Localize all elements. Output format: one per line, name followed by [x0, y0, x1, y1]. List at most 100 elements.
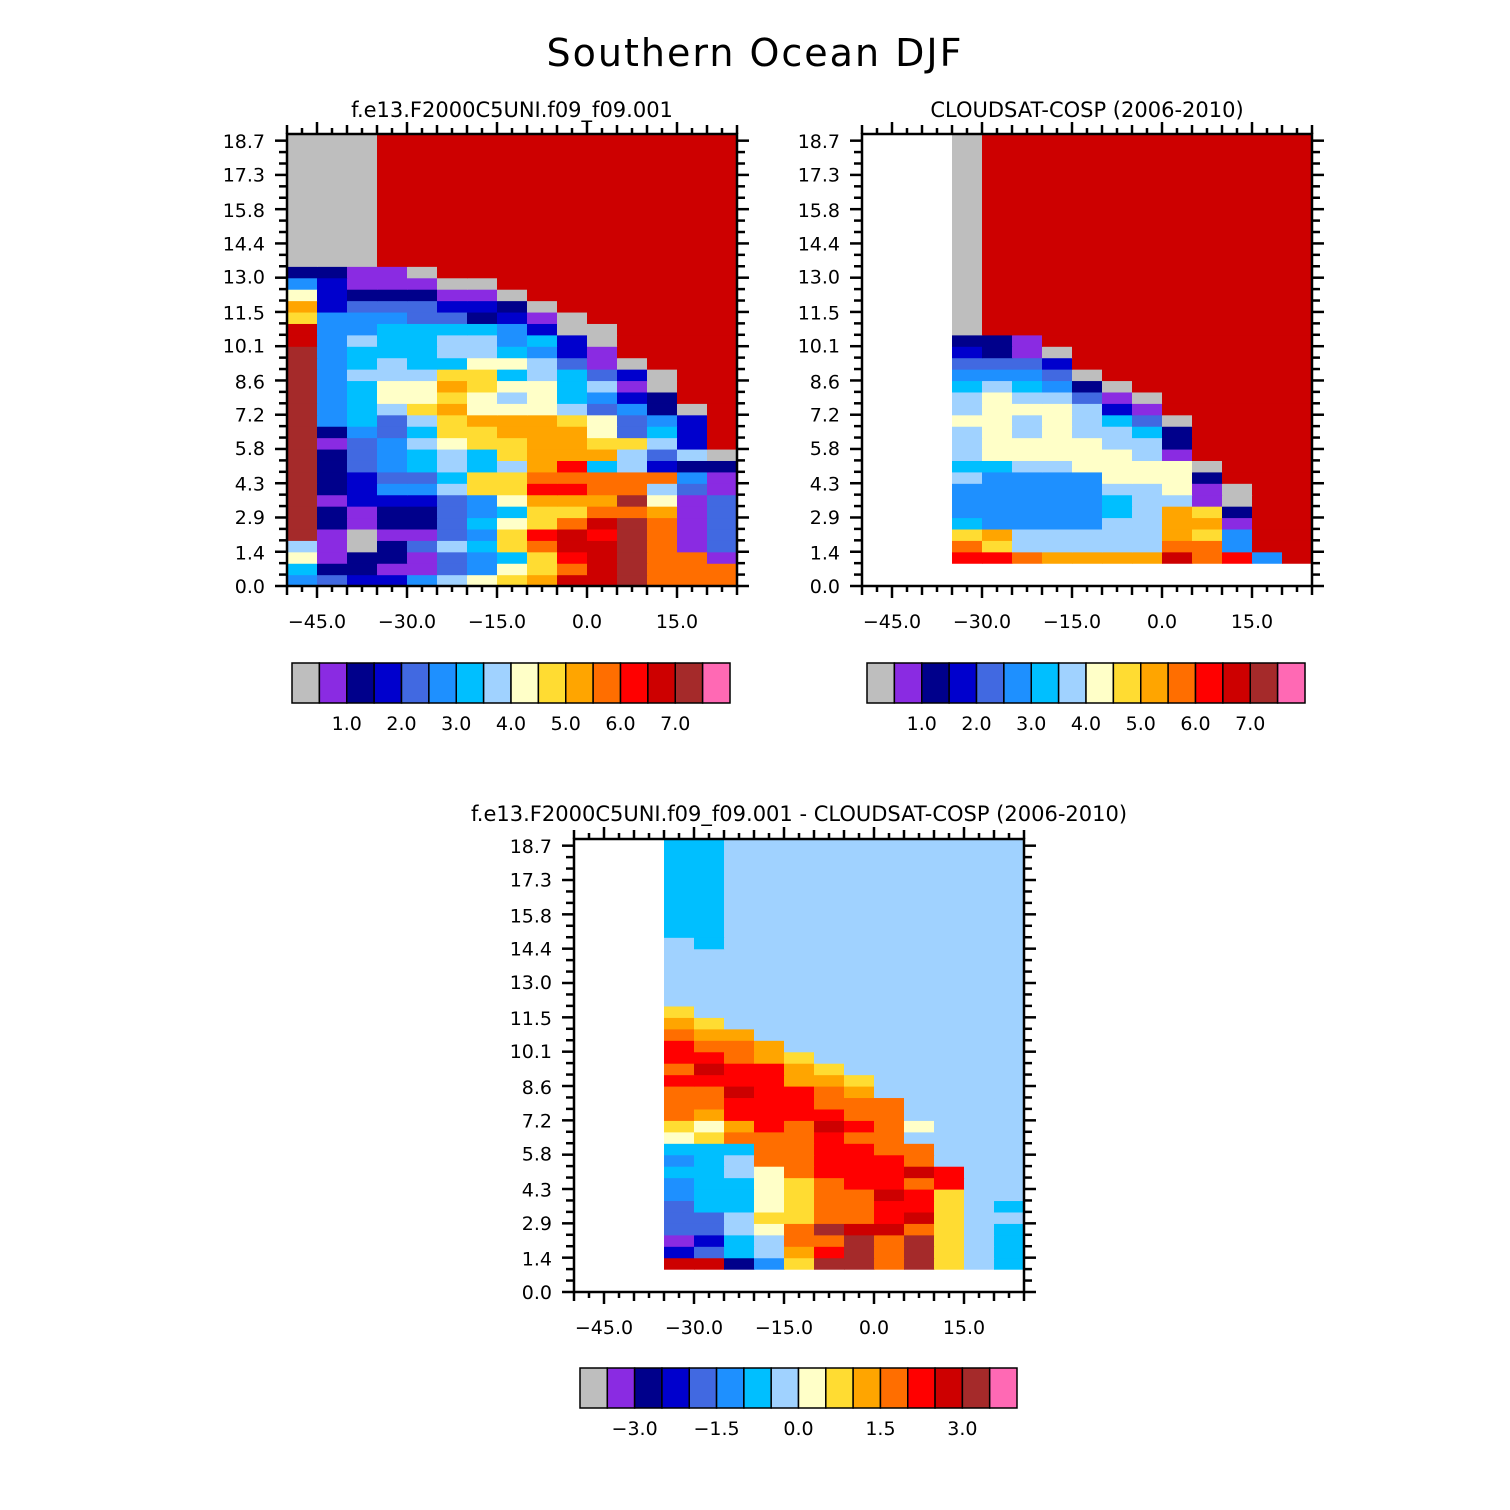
heatmap-cell: [377, 517, 408, 530]
heatmap-cell: [287, 346, 318, 359]
heatmap-cell: [724, 1086, 755, 1099]
heatmap-cell: [934, 1257, 965, 1270]
x-tick-label: −15.0: [755, 1317, 813, 1339]
heatmap-cell: [664, 1189, 695, 1202]
heatmap-cell: [407, 506, 438, 519]
heatmap-cell: [527, 448, 558, 461]
heatmap-cell: [527, 380, 558, 393]
y-axis: 0.0 1.4 2.9 4.3 5.8 7.2 8.6 10.1 11.5 13.0 14.4 15.…: [223, 131, 749, 598]
heatmap-cell: [694, 1189, 725, 1202]
heatmap-cell: [1162, 426, 1193, 439]
heatmap-cell: [407, 574, 438, 587]
colorbar-label: 4.0: [496, 713, 526, 735]
heatmap-cell: [557, 369, 588, 382]
heatmap-cell: [347, 134, 378, 267]
heatmap-cell: [1222, 471, 1253, 484]
heatmap-cell: [437, 380, 468, 393]
colorbar: 1.0 2.0 3.0 4.0 5.0 6.0 7.0: [291, 662, 731, 735]
heatmap-cell: [557, 574, 588, 587]
heatmap-cell: [377, 380, 408, 393]
heatmap-cell: [647, 528, 678, 541]
heatmap-cell: [1042, 517, 1073, 530]
heatmap-cell: [287, 494, 318, 507]
heatmap-cell: [694, 1005, 725, 1018]
heatmap-cell: [407, 563, 438, 576]
x-tick-label: 0.0: [1147, 611, 1177, 633]
heatmap-cell: [1072, 506, 1103, 519]
heatmap-cell: [952, 380, 983, 393]
heatmap-cell: [587, 323, 618, 336]
y-tick-label: 0.0: [235, 576, 265, 598]
heatmap-cell: [527, 266, 558, 279]
heatmap-cell: [1042, 403, 1073, 416]
heatmap-cell: [814, 839, 845, 938]
heatmap-cell: [814, 1211, 845, 1224]
heatmap-cell: [347, 574, 378, 587]
heatmap-cell: [1252, 437, 1283, 450]
heatmap-cell: [377, 414, 408, 427]
heatmap-cell: [287, 448, 318, 461]
x-tick-label: −30.0: [665, 1317, 723, 1339]
heatmap-cell: [724, 1189, 755, 1202]
panel-observation: CLOUDSAT-COSP (2006-2010) −45.0 −30.0 −15.…: [798, 98, 1324, 735]
heatmap-cell: [557, 134, 588, 267]
heatmap-cell: [437, 494, 468, 507]
heatmap-cell: [527, 311, 558, 324]
heatmap-cell: [754, 1108, 785, 1121]
heatmap-cell: [497, 517, 528, 530]
heatmap-cell: [287, 277, 318, 290]
heatmap-cell: [844, 1177, 875, 1190]
heatmap-cell: [707, 357, 738, 370]
heatmap-cell: [994, 1189, 1025, 1202]
heatmap-cell: [1192, 346, 1223, 359]
heatmap-cell: [724, 1257, 755, 1270]
heatmap-cell: [497, 483, 528, 496]
heatmap-cell: [784, 1189, 815, 1202]
heatmap-cell: [287, 506, 318, 519]
heatmap-cell: [527, 540, 558, 553]
heatmap-cell: [1222, 551, 1253, 564]
heatmap-cell: [964, 1074, 995, 1087]
heatmap-cell: [904, 1097, 935, 1110]
heatmap-cell: [1072, 540, 1103, 553]
heatmap-cell: [694, 839, 725, 938]
heatmap-cell: [587, 414, 618, 427]
heatmap-cell: [1072, 134, 1103, 336]
heatmap-cell: [814, 937, 845, 950]
heatmap-cell: [724, 1143, 755, 1156]
heatmap-cell: [952, 551, 983, 564]
heatmap-cell: [587, 506, 618, 519]
y-tick-label: 7.2: [522, 1110, 552, 1132]
heatmap-cell: [844, 1051, 875, 1064]
heatmap-cell: [844, 1223, 875, 1236]
heatmap-cell: [377, 277, 408, 290]
heatmap-cell: [844, 1063, 875, 1076]
heatmap-cell: [497, 289, 528, 302]
heatmap-cell: [982, 494, 1013, 507]
heatmap-cell: [724, 1211, 755, 1224]
heatmap-cell: [784, 1200, 815, 1213]
heatmap-cell: [814, 1051, 845, 1064]
heatmap-cell: [527, 346, 558, 359]
heatmap-cell: [964, 1040, 995, 1053]
heatmap-cell: [844, 937, 875, 950]
heatmap-cells: [952, 134, 1313, 564]
heatmap-cell: [557, 311, 588, 324]
heatmap-cell: [874, 1166, 905, 1179]
heatmap-cell: [437, 334, 468, 347]
heatmap-cell: [1042, 528, 1073, 541]
heatmap-cell: [724, 1166, 755, 1179]
heatmap-cell: [1282, 551, 1313, 564]
heatmap-cell: [754, 1177, 785, 1190]
heatmap-cell: [317, 277, 348, 290]
heatmap-cell: [677, 483, 708, 496]
colorbar-box: [455, 662, 485, 704]
heatmap-cell: [844, 1086, 875, 1099]
heatmap-cells: [664, 839, 1025, 1270]
heatmap-cell: [317, 323, 348, 336]
heatmap-cell: [617, 483, 648, 496]
heatmap-cell: [952, 414, 983, 427]
heatmap-cell: [1222, 494, 1253, 507]
heatmap-cell: [467, 574, 498, 587]
heatmap-cell: [707, 540, 738, 553]
